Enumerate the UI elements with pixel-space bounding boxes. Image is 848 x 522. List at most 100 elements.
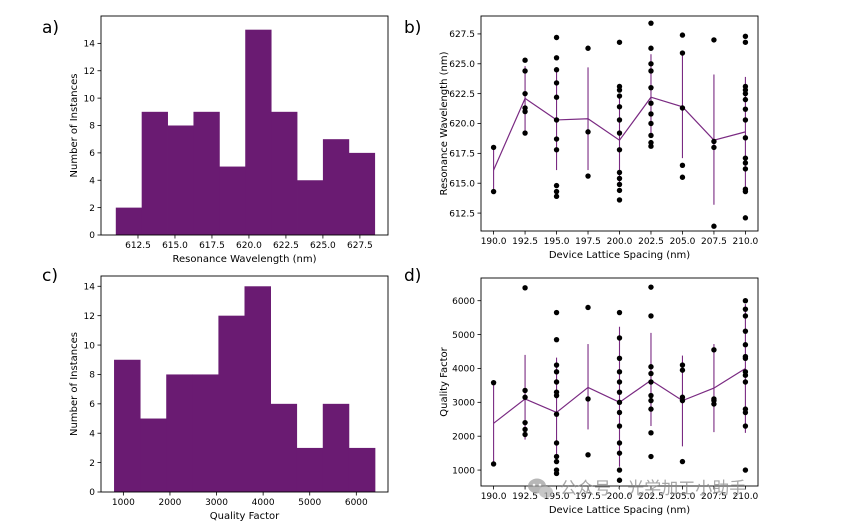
data-point (585, 452, 591, 458)
x-tick-label: 197.5 (575, 492, 601, 502)
data-point (553, 458, 560, 465)
data-point (648, 379, 654, 385)
data-point (490, 379, 497, 386)
x-tick-label: 612.5 (125, 241, 151, 251)
data-point (742, 467, 749, 473)
y-tick-label: 12 (84, 67, 95, 77)
data-point (711, 37, 717, 43)
data-point (553, 182, 560, 189)
panel-c: c) 1000 2000 3000 4000 5000 6000 0 2 4 6 8 10 12 14 Qua… (42, 266, 389, 522)
x-tick-label: 195.0 (544, 492, 570, 502)
data-point (522, 105, 528, 111)
y-tick-label: 10 (84, 341, 96, 351)
histogram-bar (322, 403, 350, 492)
y-tick-label: 6 (89, 149, 95, 159)
histogram-bar (297, 180, 324, 235)
data-point (522, 431, 528, 438)
x-tick-label: 195.0 (544, 237, 570, 247)
data-point (616, 369, 623, 375)
data-point (616, 467, 623, 473)
data-point (742, 313, 749, 319)
data-point (553, 453, 560, 460)
y-tick-label: 5000 (452, 331, 475, 341)
y-tick-label: 2000 (452, 432, 475, 442)
histogram-bar (244, 286, 271, 492)
data-point (616, 309, 623, 316)
histogram-bar (348, 447, 376, 492)
x-tick-label: 622.5 (273, 241, 299, 251)
data-point (679, 105, 686, 111)
y-tick-label: 625.0 (449, 60, 475, 70)
x-tick-label: 207.5 (701, 492, 727, 502)
data-point (616, 83, 623, 90)
data-point (616, 93, 623, 99)
data-point (553, 136, 560, 142)
data-point (553, 411, 560, 417)
data-point (490, 144, 497, 151)
data-point (616, 147, 623, 153)
histogram-bar (218, 315, 245, 492)
y-axis-label: Resonance Wavelength (nm) (439, 51, 450, 195)
data-point (553, 369, 560, 375)
panel-d: d) 190.0 192.5 195.0 197.5 200.0 202.5 205.0 207… (404, 266, 759, 516)
data-point (648, 84, 654, 91)
histogram-bar (192, 374, 219, 492)
data-point (616, 130, 623, 136)
y-tick-label: 10 (84, 94, 96, 104)
data-point (616, 104, 623, 110)
data-point (742, 379, 749, 385)
data-point (553, 94, 560, 100)
axes-frame (100, 275, 389, 493)
wechat-eye (532, 483, 536, 487)
x-tick-label: 3000 (205, 498, 228, 508)
histogram-bar (167, 125, 194, 235)
x-tick-label: 205.0 (670, 237, 696, 247)
x-tick-label: 205.0 (670, 492, 696, 502)
data-point (742, 39, 749, 45)
data-point (585, 173, 591, 179)
y-tick-label: 4 (89, 429, 95, 439)
y-tick-label: 0 (89, 231, 95, 241)
x-tick-label: 190.0 (481, 237, 507, 247)
x-tick-label: 4000 (252, 498, 275, 508)
data-point (616, 187, 623, 194)
data-point (711, 223, 717, 229)
x-tick-label: 2000 (159, 498, 182, 508)
data-point (742, 353, 749, 360)
data-point (616, 39, 623, 45)
data-point (490, 188, 497, 195)
histogram-bar (166, 374, 193, 492)
data-point (742, 297, 749, 304)
data-point (648, 139, 654, 146)
data-point (585, 129, 591, 135)
y-tick-label: 617.5 (449, 150, 475, 160)
histogram-bar (141, 111, 168, 235)
x-tick-label: 192.5 (512, 237, 538, 247)
data-point (742, 406, 749, 412)
panel-label: d) (404, 266, 421, 286)
y-tick-label: 622.5 (449, 90, 475, 100)
panel-b: b) 190.0 192.5 195.0 197.5 200.0 202.5 205.0 207… (404, 15, 759, 261)
data-point (648, 45, 654, 51)
data-point (648, 68, 654, 74)
data-point (553, 379, 560, 385)
data-point (616, 175, 623, 182)
histogram-bar (114, 359, 141, 492)
data-point (742, 306, 749, 312)
x-tick-label: 625.0 (310, 241, 336, 251)
data-point (648, 120, 654, 127)
data-point (742, 160, 749, 166)
data-point (553, 362, 560, 368)
watermark-text: 公众号 · 光学加工小助手 (560, 479, 746, 499)
x-tick-label: 207.5 (701, 237, 727, 247)
panel-a: a) 612.5 615.0 617.5 620.0 622.5 625.0 627.5 0 2 4… (42, 15, 389, 265)
data-point (553, 336, 560, 343)
wechat-bubble-small (539, 486, 553, 498)
data-point (711, 144, 717, 151)
data-point (742, 33, 749, 40)
histogram-bar (322, 139, 350, 235)
y-tick-label: 612.5 (449, 209, 475, 219)
data-point (742, 106, 749, 112)
data-point (679, 367, 686, 373)
